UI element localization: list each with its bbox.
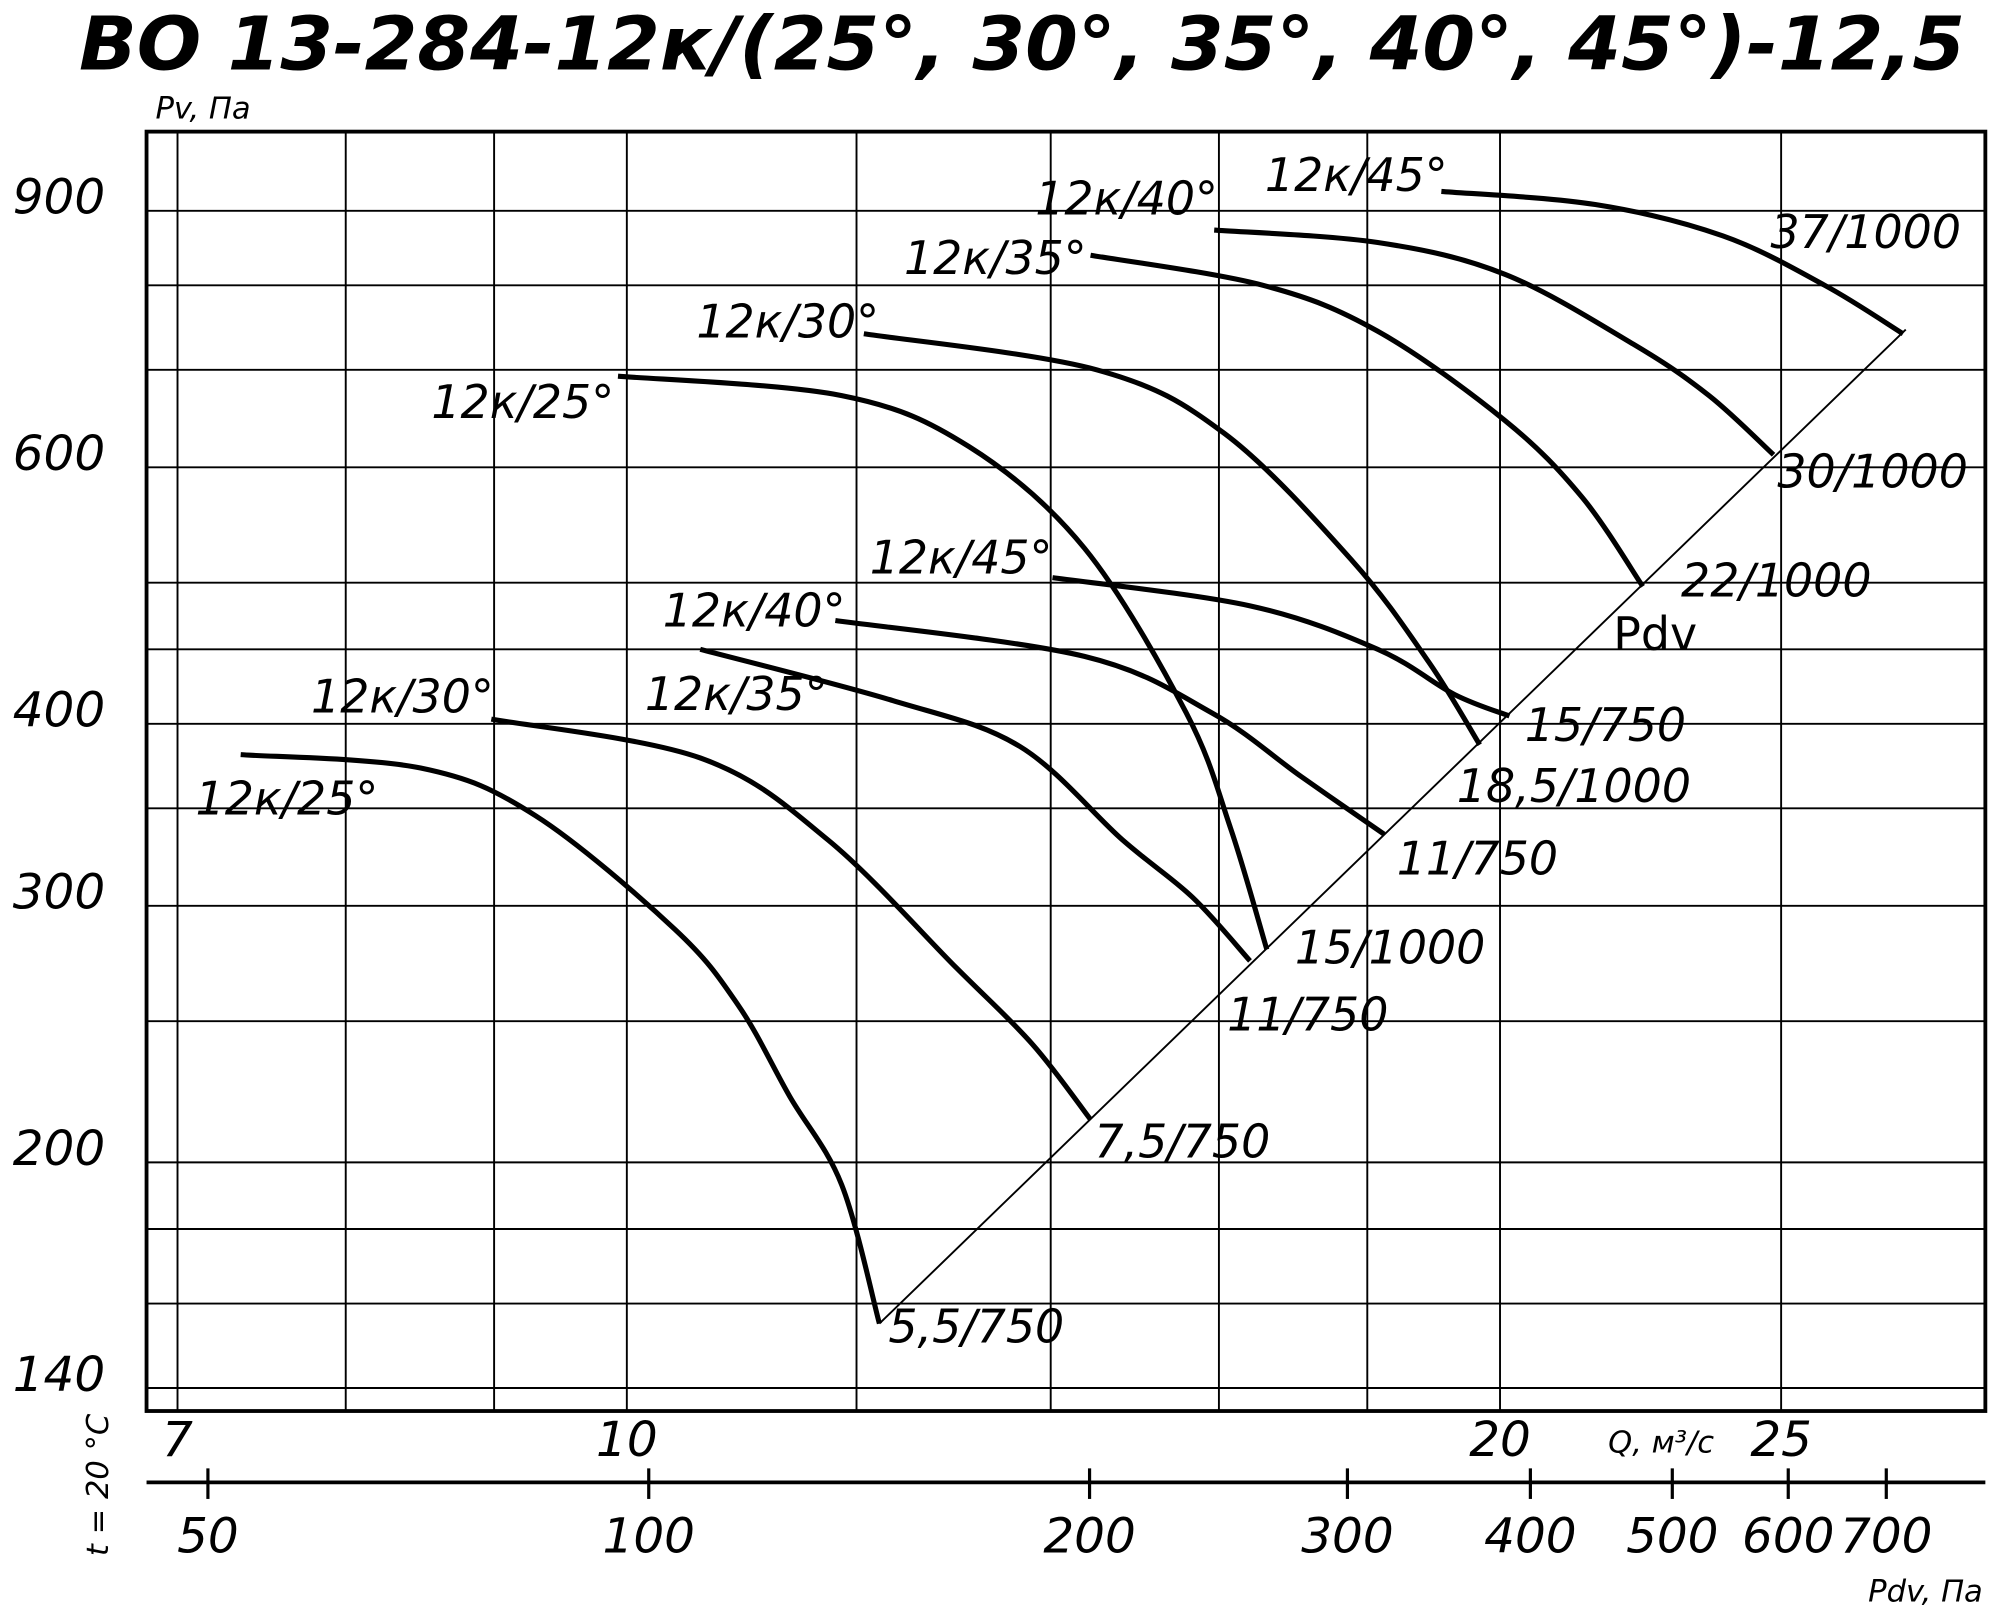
x2-tick-label: 400 — [1484, 1509, 1576, 1565]
fan-curve — [617, 373, 1270, 951]
curve-label: 12к/30° — [696, 294, 879, 348]
fan-curve — [1213, 227, 1776, 457]
curve-label: 12к/30° — [311, 669, 494, 723]
end-label: 37/1000 — [1770, 205, 1961, 259]
y-tick-label: 200 — [13, 1121, 105, 1177]
y-tick-label: 300 — [13, 865, 105, 921]
y-tick-label: 400 — [13, 683, 105, 739]
fan-curve — [240, 752, 882, 1325]
curve-label: 12к/35° — [645, 667, 828, 721]
y-tick-label: 600 — [13, 426, 105, 482]
fan-curve — [863, 331, 1482, 747]
fan-curve — [834, 617, 1386, 837]
plot-frame — [144, 129, 1988, 1413]
y-tick-label: 900 — [13, 170, 105, 226]
x2-tick-label: 500 — [1626, 1509, 1718, 1565]
curve-label: 12к/35° — [904, 231, 1087, 285]
x-axis-label: Q, м³/с — [1608, 1426, 1714, 1461]
end-label: 15/750 — [1525, 698, 1686, 752]
end-label: 7,5/750 — [1094, 1115, 1270, 1169]
x2-tick-label: 300 — [1301, 1509, 1393, 1565]
end-label: 18,5/1000 — [1457, 759, 1691, 813]
x-tick-label: 7 — [162, 1412, 193, 1468]
fan-curve — [1441, 188, 1905, 336]
y-tick-label: 140 — [13, 1347, 105, 1403]
fan-curve — [1090, 252, 1645, 588]
end-label: 5,5/750 — [888, 1299, 1064, 1353]
end-label: 11/750 — [1227, 988, 1388, 1042]
y-axis-label: Pv, Па — [155, 91, 250, 126]
x2-tick-label: 600 — [1742, 1509, 1834, 1565]
end-label: 30/1000 — [1777, 445, 1968, 499]
curve-label: 12к/45° — [870, 531, 1053, 585]
x2-tick-label: 50 — [177, 1509, 239, 1565]
end-label: 11/750 — [1397, 832, 1558, 886]
temperature-note: t = 20 °C — [81, 1413, 116, 1556]
curve-label: 12к/25° — [431, 375, 614, 429]
x2-tick-label: 100 — [603, 1509, 695, 1565]
x-tick-label: 20 — [1469, 1412, 1531, 1468]
end-label: 22/1000 — [1681, 553, 1872, 607]
x-tick-label: 10 — [596, 1412, 658, 1468]
curve-label: 12к/45° — [1265, 148, 1448, 202]
x2-tick-label: 700 — [1840, 1509, 1932, 1565]
curve-label: 12к/40° — [663, 584, 846, 638]
fan-curve — [699, 646, 1252, 963]
chart-title: ВО 13-284-12к/(25°, 30°, 35°, 40°, 45°)-… — [79, 1, 1965, 87]
pdv-label: Pdv — [1613, 607, 1697, 661]
pdv-line — [878, 328, 1907, 1325]
x-tick-label: 25 — [1750, 1412, 1812, 1468]
curve-label: 12к/40° — [1035, 172, 1218, 226]
fan-curve — [490, 716, 1093, 1122]
curve-label: 12к/25° — [196, 771, 379, 825]
end-label: 15/1000 — [1295, 920, 1486, 974]
fan-curve — [1052, 575, 1511, 719]
x2-tick-label: 200 — [1043, 1509, 1135, 1565]
x2-axis-label: Pdv, Па — [1868, 1575, 1983, 1610]
